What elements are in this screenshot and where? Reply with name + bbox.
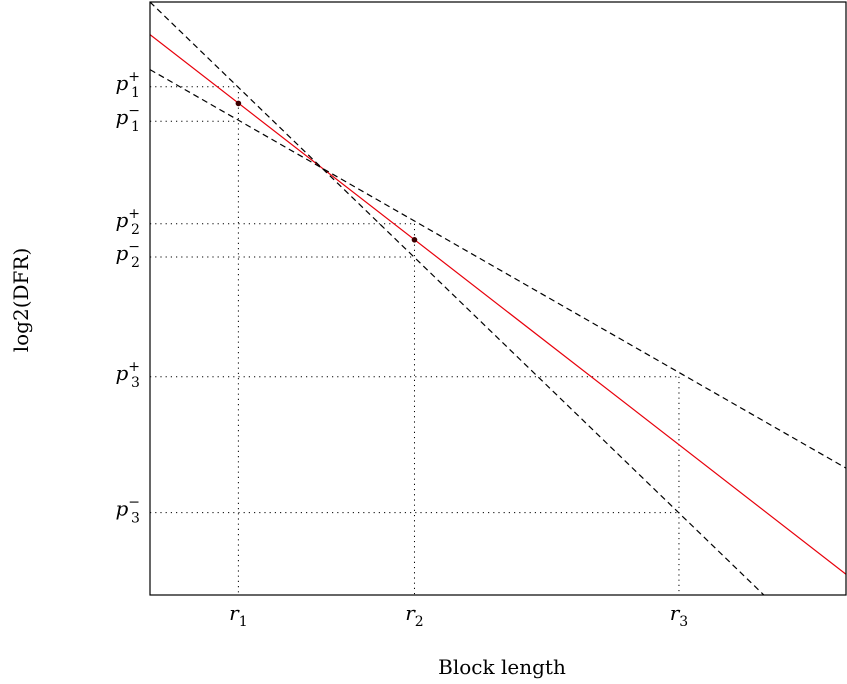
x-tick-label-1: r2	[405, 601, 423, 630]
y-tick-label-5: p− 3	[115, 495, 140, 527]
marker-point-0	[235, 100, 242, 107]
series-line-2	[150, 69, 846, 469]
marker-point-1	[411, 236, 418, 243]
x-axis-label: Block length	[438, 655, 566, 679]
y-axis-label: log2(DFR)	[9, 248, 33, 353]
series-lines	[150, 2, 846, 595]
x-tick-label-0: r1	[229, 601, 247, 630]
plot-frame	[149, 1, 847, 596]
series-line-0	[150, 34, 846, 575]
data-markers	[235, 100, 418, 243]
guide-lines	[150, 86, 680, 595]
y-tick-label-3: p− 2	[115, 239, 140, 271]
y-tick-label-2: p+ 2	[115, 206, 140, 238]
y-tick-label-0: p+ 1	[115, 69, 140, 101]
series-line-1	[150, 2, 765, 595]
x-tick-label-2: r3	[670, 601, 688, 630]
x-tick-labels: r1 r2 r3	[229, 601, 688, 630]
y-tick-labels: p+ 1p− 1 p+ 2p− 2 p+ 3 p− 3	[115, 69, 140, 527]
y-tick-label-4: p+ 3	[115, 359, 140, 391]
y-tick-label-1: p− 1	[115, 103, 140, 135]
